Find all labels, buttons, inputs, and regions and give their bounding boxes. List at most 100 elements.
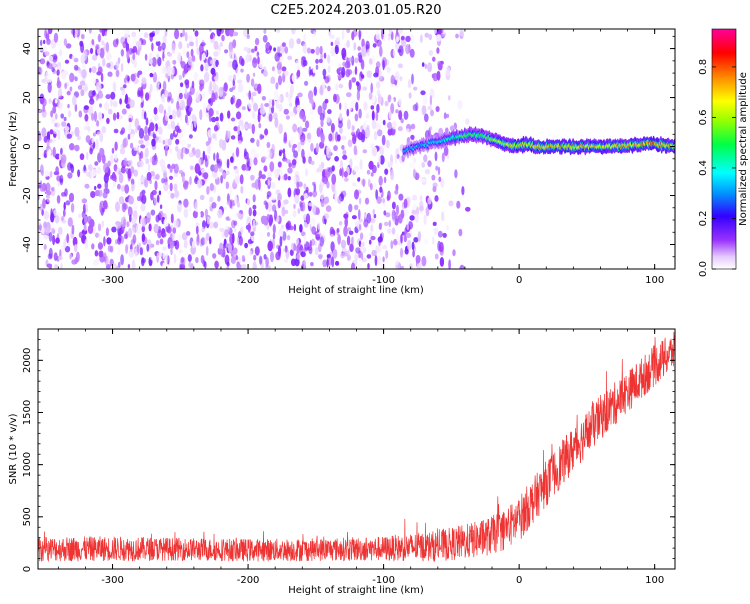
heatmap-noise-cell (175, 138, 180, 145)
y-tick-label: 1500 (22, 400, 33, 425)
heatmap-noise-cell (189, 85, 195, 96)
heatmap-noise-cell (48, 149, 52, 156)
heatmap-noise-cell (413, 168, 416, 179)
heatmap-noise-cell (40, 146, 45, 152)
heatmap-noise-cell (336, 134, 341, 142)
heatmap-noise-cell (171, 232, 175, 241)
heatmap-noise-cell (59, 174, 64, 186)
heatmap-noise-cell (385, 212, 391, 218)
heatmap-noise-cell (384, 100, 389, 107)
heatmap-noise-cell (161, 93, 166, 103)
colorbar-frame (711, 28, 737, 270)
heatmap-noise-cell (326, 181, 330, 189)
heatmap-noise-cell (274, 209, 277, 220)
heatmap-noise-cell (326, 258, 329, 268)
x-tick-label: -100 (372, 275, 395, 286)
heatmap-noise-cell (195, 225, 199, 235)
heatmap-noise-cell (278, 103, 283, 112)
heatmap-noise-cell (61, 70, 67, 80)
heatmap-noise-cell (405, 44, 411, 55)
heatmap-noise-cell (226, 200, 231, 206)
heatmap-noise-cell (162, 80, 167, 92)
heatmap-noise-cell (250, 231, 255, 237)
heatmap-noise-cell (237, 212, 242, 219)
heatmap-noise-cell (356, 89, 361, 101)
heatmap-noise-cell (167, 190, 172, 195)
heatmap-noise-cell (165, 253, 169, 264)
heatmap-noise-cell (123, 84, 127, 89)
heatmap-noise-cell (269, 161, 275, 173)
heatmap-noise-cell (246, 34, 250, 39)
heatmap-noise-cell (334, 44, 339, 55)
heatmap-noise-cell (297, 141, 301, 153)
heatmap-noise-cell (283, 108, 289, 115)
heatmap-noise-cell (68, 192, 75, 203)
heatmap-noise-cell (371, 146, 378, 157)
heatmap-noise-cell (354, 189, 359, 200)
heatmap-noise-cell (165, 207, 169, 216)
heatmap-noise-cell (235, 111, 242, 120)
heatmap-noise-cell (51, 187, 55, 192)
heatmap-noise-cell (281, 66, 287, 72)
heatmap-noise-cell (317, 105, 323, 116)
heatmap-noise-cell (80, 33, 85, 40)
heatmap-noise-cell (385, 34, 391, 41)
heatmap-noise-cell (145, 117, 149, 126)
heatmap-noise-cell (112, 112, 117, 121)
heatmap-noise-cell (386, 139, 390, 149)
heatmap-noise-cell (403, 189, 407, 198)
heatmap-noise-cell (377, 255, 382, 266)
heatmap-noise-cell (130, 142, 134, 149)
heatmap-noise-cell (40, 39, 43, 47)
heatmap-noise-cell (308, 191, 313, 197)
heatmap-noise-cell (351, 236, 354, 246)
heatmap-noise-cell (411, 241, 415, 251)
heatmap-noise-cell (285, 159, 291, 164)
heatmap-noise-cell (218, 86, 224, 98)
heatmap-noise-cell (196, 47, 200, 55)
heatmap-noise-cell (303, 183, 307, 190)
heatmap-noise-cell (376, 81, 381, 89)
heatmap-noise-cell (313, 86, 317, 96)
heatmap-noise-cell (356, 170, 360, 179)
heatmap-noise-cell (275, 99, 280, 109)
heatmap-noise-cell (244, 148, 247, 157)
heatmap-noise-cell (343, 213, 349, 219)
heatmap-noise-cell (331, 165, 335, 172)
heatmap-noise-cell (391, 120, 397, 130)
heatmap-noise-cell (56, 195, 61, 204)
heatmap-noise-cell (234, 173, 240, 185)
heatmap-noise-cell (53, 264, 59, 269)
heatmap-noise-cell (407, 79, 412, 89)
heatmap-noise-cell (342, 154, 348, 160)
heatmap-noise-cell (208, 107, 214, 117)
heatmap-noise-cell (228, 29, 235, 37)
heatmap-noise-cell (74, 126, 80, 137)
heatmap-noise-cell (125, 74, 129, 81)
heatmap-noise-cell (134, 251, 138, 257)
heatmap-noise-cell (38, 184, 42, 189)
heatmap-noise-cell (322, 82, 326, 90)
heatmap-noise-cell (381, 134, 386, 146)
heatmap-noise-cell (127, 227, 133, 238)
heatmap-noise-cell (449, 125, 456, 132)
heatmap-noise-cell (315, 46, 320, 56)
heatmap-noise-cell (361, 46, 367, 57)
heatmap-noise-cell (173, 253, 177, 264)
heatmap-noise-cell (118, 261, 121, 268)
heatmap-noise-cell (164, 146, 168, 157)
heatmap-noise-cell (351, 31, 355, 41)
heatmap-noise-cell (283, 199, 289, 205)
heatmap-noise-cell (180, 61, 186, 69)
heatmap-noise-cell (201, 226, 205, 233)
heatmap-noise-cell (376, 196, 382, 204)
heatmap-noise-cell (101, 29, 106, 37)
heatmap-noise-cell (200, 64, 204, 72)
heatmap-noise-cell (394, 153, 398, 164)
heatmap-noise-cell (322, 215, 326, 224)
heatmap-noise-cell (204, 208, 208, 218)
heatmap-noise-cell (121, 108, 127, 115)
heatmap-noise-cell (270, 251, 274, 263)
heatmap-noise-cell (110, 175, 113, 180)
heatmap-noise-cell (42, 198, 46, 210)
